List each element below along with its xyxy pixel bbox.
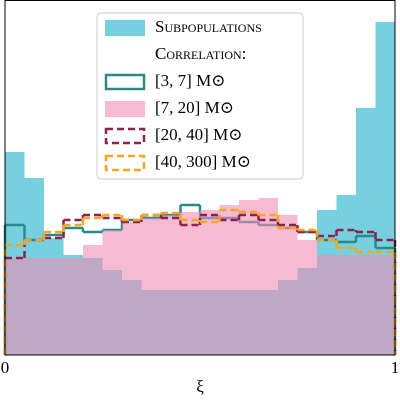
legend-swatch [105, 20, 145, 36]
histogram-bar [356, 255, 376, 355]
plot-frame [4, 0, 396, 356]
legend-label: [3, 7] M⊙ [155, 71, 225, 90]
histogram-bar [200, 210, 220, 355]
legend-label: [20, 40] M⊙ [155, 125, 242, 144]
histogram-bar [239, 200, 259, 355]
legend-swatch [104, 154, 146, 172]
histogram-bar [44, 258, 64, 355]
legend-label: [40, 300] M⊙ [155, 152, 251, 171]
histogram-bar [102, 230, 122, 355]
legend-title: Correlation: [155, 44, 246, 63]
legend-swatch [104, 73, 146, 91]
legend-swatch [104, 127, 146, 145]
x-tick-label: 1 [391, 358, 400, 377]
histogram-bar [317, 255, 337, 355]
histogram-bar [63, 258, 83, 355]
histogram-bar [141, 218, 161, 355]
histogram-bar [375, 255, 395, 355]
histogram-bar [219, 205, 239, 355]
histogram-bar [83, 245, 103, 355]
histogram-bar [180, 212, 200, 355]
legend-label: [7, 20] M⊙ [155, 98, 234, 117]
histogram-bar [336, 255, 356, 355]
histogram-bar [24, 258, 44, 355]
legend-swatch [105, 101, 145, 117]
histogram-bar [5, 258, 25, 355]
histogram-bar [258, 198, 278, 355]
legend: Subpopulations Correlation: [3, 7] M⊙ [7, 2… [96, 12, 304, 180]
x-axis-label: ξ [196, 377, 204, 396]
x-tick-label: 0 [1, 358, 10, 377]
histogram-bar [122, 222, 142, 355]
histogram-bar [161, 215, 181, 355]
histogram-bar [297, 240, 317, 355]
legend-box [96, 12, 304, 180]
histogram-bar [278, 215, 298, 355]
series-fill [5, 198, 395, 355]
legend-label: Subpopulations [155, 17, 262, 36]
